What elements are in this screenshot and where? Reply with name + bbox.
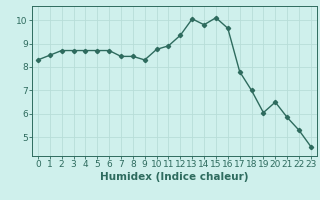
X-axis label: Humidex (Indice chaleur): Humidex (Indice chaleur) [100,172,249,182]
